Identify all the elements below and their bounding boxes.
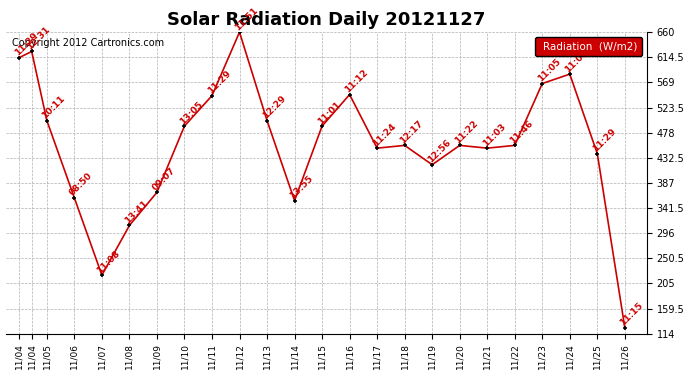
- Text: 11:15: 11:15: [618, 301, 645, 328]
- Point: [289, 198, 300, 204]
- Text: 11:01: 11:01: [316, 99, 342, 126]
- Point: [97, 272, 108, 278]
- Point: [564, 71, 575, 77]
- Text: 11:29: 11:29: [591, 127, 618, 154]
- Point: [399, 142, 410, 148]
- Point: [620, 325, 631, 331]
- Text: 13:55: 13:55: [288, 174, 315, 201]
- Point: [372, 145, 383, 151]
- Text: 11:29: 11:29: [206, 69, 233, 96]
- Text: 12:17: 12:17: [398, 119, 425, 146]
- Point: [41, 117, 52, 123]
- Text: 11:24: 11:24: [371, 122, 397, 148]
- Text: 12:56: 12:56: [426, 138, 453, 165]
- Text: 11:29: 11:29: [13, 31, 39, 58]
- Text: 11:22: 11:22: [453, 119, 480, 146]
- Point: [179, 123, 190, 129]
- Point: [124, 222, 135, 228]
- Point: [537, 81, 548, 87]
- Legend: Radiation  (W/m2): Radiation (W/m2): [535, 38, 642, 56]
- Point: [344, 92, 355, 98]
- Text: 11:05: 11:05: [564, 48, 590, 74]
- Point: [454, 142, 465, 148]
- Point: [317, 123, 328, 129]
- Text: 11:46: 11:46: [509, 119, 535, 146]
- Text: 11:12: 11:12: [343, 68, 370, 94]
- Point: [509, 142, 520, 148]
- Title: Solar Radiation Daily 20121127: Solar Radiation Daily 20121127: [167, 11, 485, 29]
- Text: 11:51: 11:51: [233, 6, 259, 32]
- Point: [151, 189, 162, 195]
- Text: 12:29: 12:29: [261, 94, 287, 120]
- Point: [234, 29, 245, 35]
- Text: 13:05: 13:05: [178, 99, 205, 126]
- Text: 08:50: 08:50: [68, 171, 95, 198]
- Point: [482, 145, 493, 151]
- Point: [69, 195, 80, 201]
- Text: 13:41: 13:41: [123, 199, 150, 225]
- Text: 11:05: 11:05: [536, 57, 562, 84]
- Text: 11:08: 11:08: [95, 249, 122, 275]
- Text: 11:03: 11:03: [481, 122, 507, 148]
- Point: [26, 48, 37, 54]
- Text: 09:07: 09:07: [150, 166, 177, 192]
- Point: [426, 162, 437, 168]
- Point: [592, 151, 603, 157]
- Text: Copyright 2012 Cartronics.com: Copyright 2012 Cartronics.com: [12, 38, 164, 48]
- Text: 10:11: 10:11: [41, 94, 67, 120]
- Point: [206, 93, 217, 99]
- Point: [14, 55, 25, 61]
- Point: [262, 117, 273, 123]
- Text: 12:31: 12:31: [26, 25, 52, 51]
